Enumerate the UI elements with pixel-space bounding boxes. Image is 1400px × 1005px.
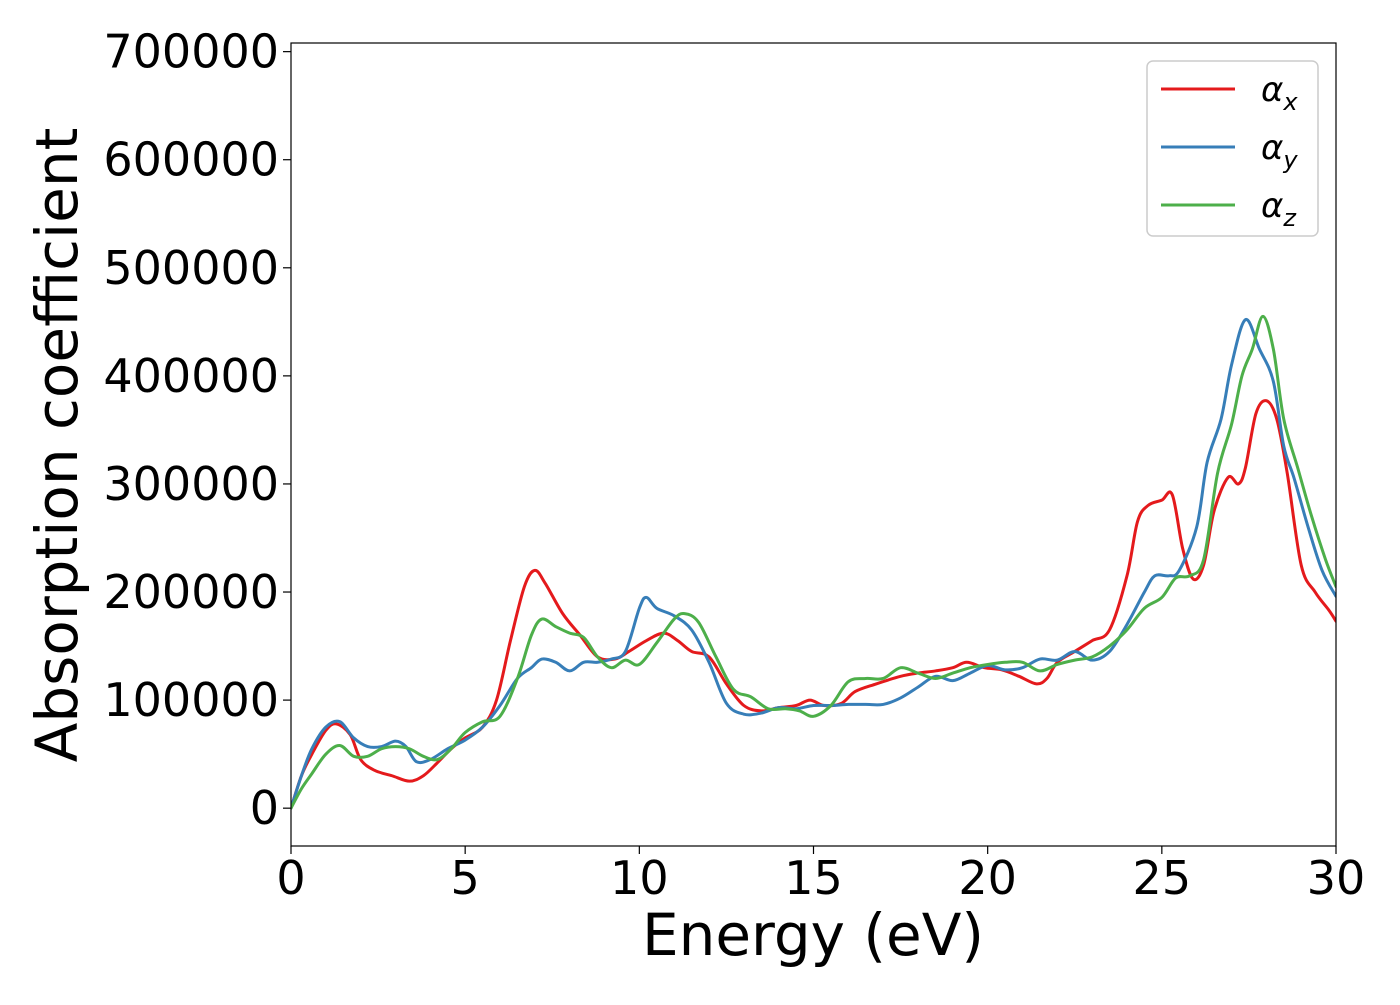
x-tick-label: 15 xyxy=(784,851,843,905)
y-tick-label: 500000 xyxy=(103,241,279,295)
legend-item-x: αx xyxy=(1161,70,1298,116)
x-tick-label: 0 xyxy=(276,851,305,905)
y-tick-label: 400000 xyxy=(103,349,279,403)
legend: αx αy αz xyxy=(1146,60,1319,237)
x-tick-label: 25 xyxy=(1133,851,1192,905)
y-tick-label: 100000 xyxy=(103,673,279,727)
legend-label: αy xyxy=(1261,128,1298,174)
x-axis: 0 5 10 15 20 25 30 xyxy=(276,846,1365,905)
plot-lines xyxy=(291,314,1336,810)
x-tick-label: 30 xyxy=(1307,851,1366,905)
y-tick-label: 200000 xyxy=(103,565,279,619)
y-axis: 0 100000 200000 300000 400000 500000 600000 700… xyxy=(103,25,291,835)
x-tick-label: 10 xyxy=(610,851,669,905)
legend-label: αx xyxy=(1261,70,1298,116)
series-line-z xyxy=(291,314,1336,810)
x-axis-label: Energy (eV) xyxy=(642,901,984,969)
y-tick-label: 0 xyxy=(250,781,279,835)
legend-item-z: αz xyxy=(1161,186,1297,232)
series-line-y xyxy=(291,318,1336,810)
x-tick-label: 20 xyxy=(958,851,1017,905)
y-tick-label: 300000 xyxy=(103,457,279,511)
y-tick-label: 600000 xyxy=(103,133,279,187)
legend-item-y: αy xyxy=(1161,128,1298,174)
y-tick-label: 700000 xyxy=(103,25,279,79)
y-axis-label: Absorption coefficient xyxy=(23,128,91,763)
x-tick-label: 5 xyxy=(451,851,480,905)
legend-label: αz xyxy=(1261,186,1297,232)
